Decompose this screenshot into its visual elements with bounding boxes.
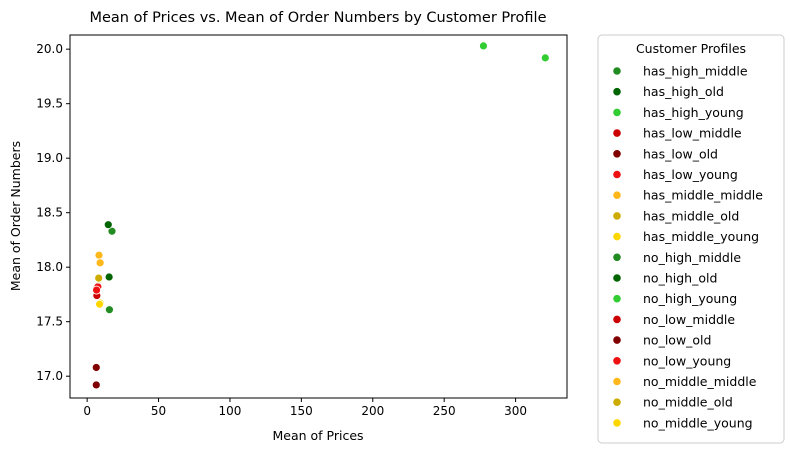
- legend-marker: [612, 232, 622, 242]
- legend-marker: [612, 87, 622, 97]
- x-tick-label: 50: [151, 404, 166, 418]
- data-point-no-middle-old: [94, 273, 104, 283]
- legend-items: has_high_middle has_high_old has_high_youn…: [612, 64, 763, 430]
- plot-frame: [69, 34, 568, 399]
- y-axis-label: Mean of Order Numbers: [8, 141, 23, 291]
- legend-label: has_low_old: [643, 146, 718, 161]
- legend-label: has_high_middle: [643, 64, 748, 79]
- data-points: [91, 41, 550, 390]
- data-point-has-high-young: [479, 41, 488, 51]
- legend-marker: [612, 335, 622, 345]
- data-point-no-low-young: [92, 285, 101, 295]
- legend-label: has_low_young: [643, 167, 738, 182]
- data-point-no-high-old: [104, 272, 114, 282]
- x-tick-label: 200: [361, 404, 384, 418]
- legend-marker: [612, 190, 622, 200]
- legend-marker: [612, 273, 622, 283]
- data-point-has-low-old: [91, 363, 101, 372]
- x-axis-ticks: 0 50 100 150 200 250 300: [83, 398, 527, 418]
- data-point-no-high-middle: [105, 305, 114, 315]
- legend-label: has_middle_young: [643, 229, 759, 244]
- y-tick-label: 17.5: [36, 315, 63, 329]
- y-tick-label: 19.0: [36, 151, 63, 165]
- x-axis-label: Mean of Prices: [272, 428, 363, 443]
- legend-marker: [612, 356, 622, 366]
- legend-marker: [612, 149, 622, 159]
- data-point-has-middle-middle: [94, 250, 104, 260]
- legend-marker: [612, 66, 622, 76]
- legend-label: has_low_middle: [643, 126, 742, 141]
- legend-marker: [612, 107, 622, 118]
- x-tick-label: 0: [83, 404, 91, 418]
- x-tick-label: 250: [433, 404, 456, 418]
- legend-label: has_high_old: [643, 84, 724, 99]
- legend-marker: [612, 397, 622, 407]
- legend-marker: [612, 294, 622, 304]
- data-point-has-high-middle: [107, 226, 117, 236]
- legend-label: has_high_young: [643, 105, 744, 120]
- legend-marker: [612, 376, 622, 387]
- legend-label: no_high_young: [643, 291, 737, 306]
- chart-title: Mean of Prices vs. Mean of Order Numbers…: [89, 10, 546, 26]
- y-tick-label: 18.5: [36, 206, 63, 220]
- legend-label: no_middle_middle: [643, 374, 757, 389]
- legend-frame: [597, 34, 785, 444]
- y-tick-label: 20.0: [36, 42, 63, 56]
- legend-marker: [612, 128, 622, 138]
- x-tick-label: 100: [219, 404, 242, 418]
- y-tick-label: 17.0: [36, 369, 63, 383]
- y-tick-label: 19.5: [36, 97, 63, 111]
- legend-marker: [612, 211, 622, 221]
- data-point-no-middle-middle: [95, 258, 105, 268]
- legend-label: has_middle_old: [643, 208, 739, 223]
- legend-title: Customer Profiles: [636, 41, 746, 56]
- data-point-no-middle-young: [95, 299, 104, 309]
- y-axis-ticks: 17.0 17.5 18.0 18.5 19.0 19.5 20.0: [36, 42, 70, 383]
- legend-label: no_middle_old: [643, 395, 733, 410]
- y-tick-label: 18.0: [36, 260, 63, 274]
- data-point-has-high-old: [103, 220, 113, 230]
- legend-label: has_middle_middle: [643, 188, 763, 203]
- legend-marker: [612, 418, 622, 428]
- legend: Customer Profiles has_high_middlehas_hig…: [597, 34, 785, 444]
- legend-marker: [612, 314, 622, 324]
- x-tick-label: 300: [504, 404, 527, 418]
- legend-label: no_low_old: [643, 333, 711, 348]
- legend-marker: [612, 252, 622, 262]
- legend-label: no_high_old: [643, 271, 717, 286]
- legend-label: no_middle_young: [643, 415, 753, 430]
- data-point-no-high-young: [540, 53, 550, 63]
- legend-label: no_high_middle: [643, 250, 741, 265]
- legend-label: no_low_middle: [643, 312, 735, 327]
- legend-marker: [612, 169, 622, 180]
- legend-label: no_low_young: [643, 353, 731, 368]
- data-point-no-low-old: [91, 380, 101, 390]
- x-tick-label: 150: [290, 404, 313, 418]
